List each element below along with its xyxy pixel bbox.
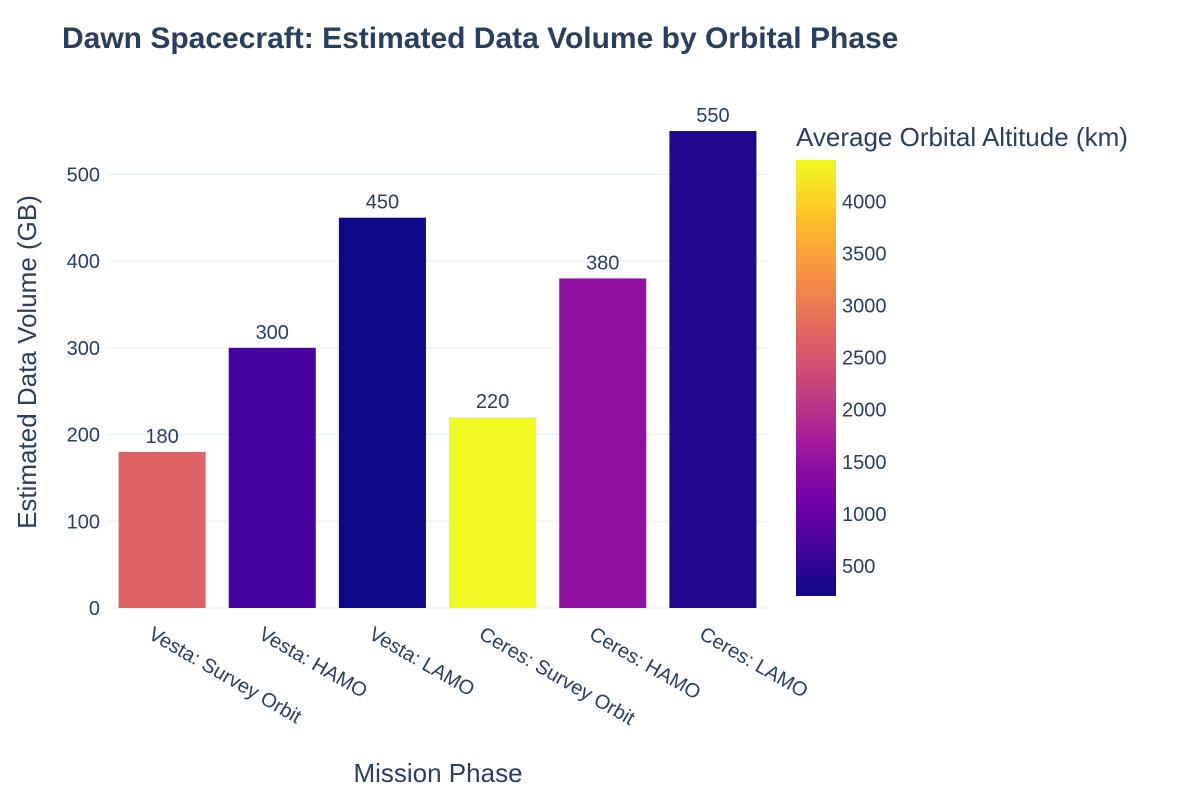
data-label: 300 (256, 322, 289, 344)
data-label: 220 (476, 391, 509, 413)
colorbar-tick-label: 2500 (842, 348, 887, 370)
y-tick-label: 0 (89, 598, 100, 620)
bar (228, 347, 316, 608)
colorbar-tick-label: 3500 (842, 244, 887, 266)
x-axis-title: Mission Phase (353, 758, 522, 788)
colorbar-title: Average Orbital Altitude (km) (796, 122, 1128, 152)
data-label: 180 (145, 426, 178, 448)
colorbar-scale (796, 160, 836, 596)
bar (669, 131, 757, 608)
y-tick-labels: 0 100 200 300 400 500 (67, 164, 100, 620)
bar (449, 417, 537, 608)
bar (338, 217, 426, 608)
data-label: 380 (586, 252, 619, 274)
y-tick-label: 400 (67, 251, 100, 273)
chart-title: Dawn Spacecraft: Estimated Data Volume b… (62, 22, 899, 55)
colorbar-tick-labels: 500 1000 1500 2000 2500 3000 3500 4000 (842, 192, 887, 578)
y-tick-label: 200 (67, 425, 100, 447)
y-tick-label: 300 (67, 338, 100, 360)
y-axis-title: Estimated Data Volume (GB) (12, 195, 42, 529)
colorbar-tick-label: 1000 (842, 504, 887, 526)
bars (118, 131, 757, 608)
data-labels: 180 300 450 220 380 550 (145, 105, 729, 448)
colorbar-tick-label: 4000 (842, 192, 887, 214)
colorbar: Average Orbital Altitude (km) 500 1000 150… (796, 122, 1128, 596)
x-tick-label: Ceres: LAMO (696, 623, 812, 703)
bar (559, 278, 647, 608)
data-label: 550 (696, 105, 729, 127)
colorbar-tick-label: 500 (842, 556, 875, 578)
colorbar-tick-label: 2000 (842, 400, 887, 422)
bar (118, 451, 206, 608)
x-tick-label: Vesta: LAMO (365, 623, 478, 701)
colorbar-tick-label: 1500 (842, 452, 887, 474)
colorbar-tick-label: 3000 (842, 296, 887, 318)
y-tick-label: 100 (67, 511, 100, 533)
grid-lines (107, 173, 768, 609)
y-tick-label: 500 (67, 164, 100, 186)
data-label: 450 (366, 192, 399, 214)
